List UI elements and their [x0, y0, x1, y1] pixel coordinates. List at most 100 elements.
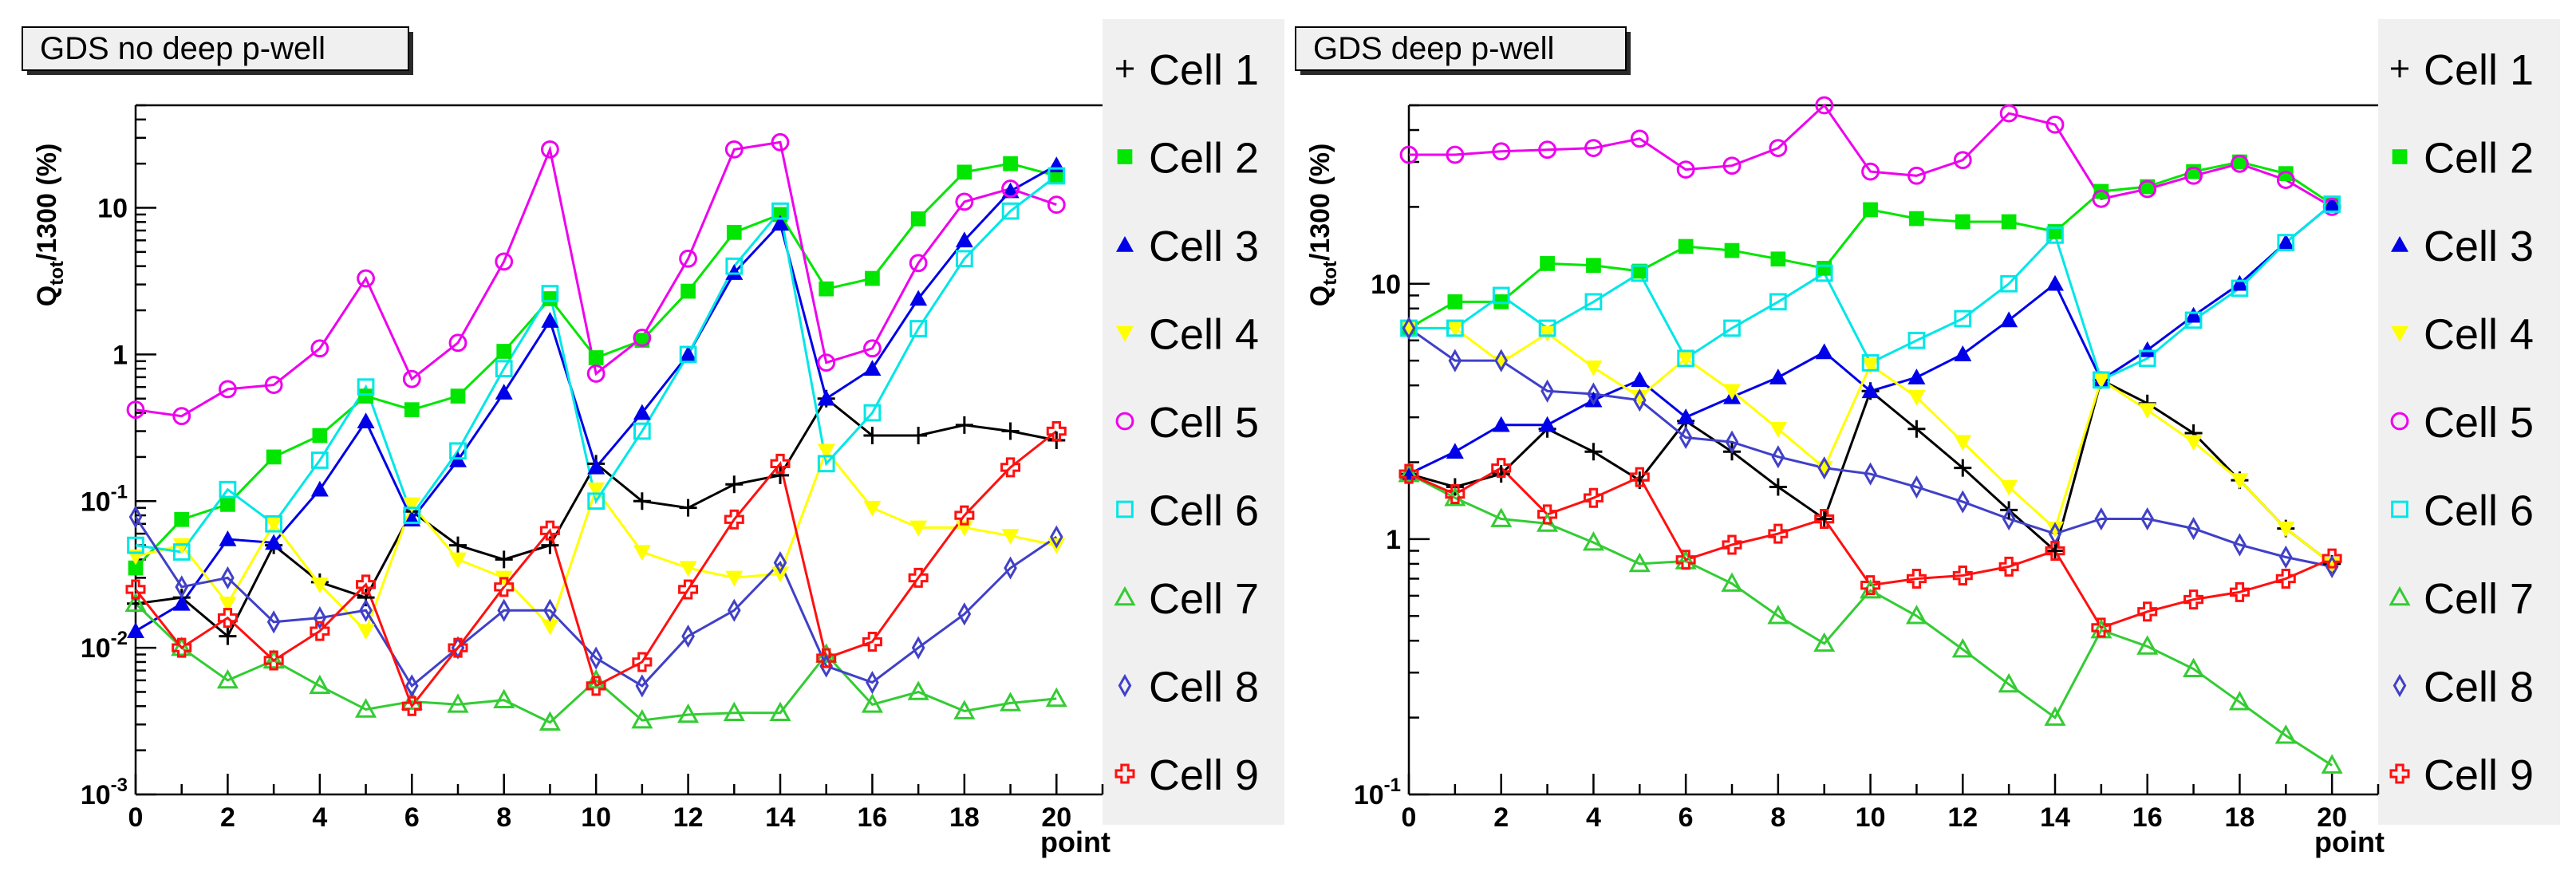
series-line-cell-9: [1408, 466, 2333, 629]
data-point-cell-7: [216, 668, 239, 689]
data-point-cell-4: [1001, 528, 1020, 545]
data-point-cell-6: [357, 378, 375, 396]
data-point-cell-4: [2231, 473, 2249, 490]
data-point-cell-5: [2092, 189, 2111, 208]
data-point-cell-2: [496, 344, 512, 359]
data-point-cell-8: [404, 674, 419, 698]
data-point-cell-3: [357, 412, 375, 429]
data-point-cell-6: [1001, 202, 1020, 220]
data-point-cell-7: [2274, 724, 2297, 744]
data-point-cell-3: [771, 215, 789, 231]
y-axis-title-rest: /1300 (%): [1305, 144, 1335, 261]
data-point-cell-1: [1815, 510, 1833, 528]
data-point-cell-9: [1675, 550, 1696, 570]
data-point-cell-2: [910, 211, 926, 227]
data-point-cell-2: [1955, 214, 1970, 230]
legend-label: Cell 5: [2424, 399, 2534, 447]
data-point-cell-3: [955, 231, 973, 248]
chart-panel-no-deep-p-well: GDS no deep p-well Qtot/1300 (%) 10-310-…: [22, 19, 1284, 858]
data-point-cell-6: [909, 320, 927, 337]
x-tick-label: 4: [312, 802, 327, 833]
data-point-cell-5: [2138, 179, 2157, 199]
legend-marker-cell-8: [1118, 673, 1132, 698]
data-point-cell-5: [1907, 166, 1926, 185]
data-point-cell-2: [819, 281, 834, 297]
data-point-cell-1: [1492, 465, 1510, 483]
chart-title: GDS deep p-well: [1313, 31, 1554, 66]
y-axis-title: Qtot/1300 (%): [32, 144, 68, 307]
data-point-cell-3: [1584, 391, 1603, 408]
legend-label: Cell 8: [1149, 664, 1259, 711]
data-point-cell-4: [2046, 521, 2064, 538]
x-axis-title: point: [2314, 826, 2385, 858]
legend-label: Cell 3: [2424, 223, 2534, 270]
data-point-cell-7: [262, 648, 285, 669]
data-point-cell-4: [541, 619, 559, 636]
data-point-cell-4: [2092, 372, 2110, 389]
data-point-cell-1: [1001, 422, 1020, 440]
data-point-cell-3: [1538, 416, 1556, 432]
legend-label: Cell 4: [2424, 311, 2534, 359]
data-point-cell-5: [1722, 156, 1742, 175]
data-point-cell-3: [1861, 382, 1880, 399]
data-point-cell-6: [2138, 349, 2156, 368]
data-point-cell-3: [2323, 195, 2341, 211]
legend-marker-cell-1: [1116, 60, 1134, 77]
data-point-cell-9: [1952, 566, 1973, 586]
y-axis-title-rest: /1300 (%): [32, 144, 62, 261]
legend-marker-cell-6: [1116, 500, 1134, 518]
data-point-cell-6: [1492, 286, 1510, 305]
data-point-cell-2: [726, 224, 742, 240]
data-point-cell-2: [1586, 258, 1601, 274]
data-point-cell-6: [172, 543, 191, 561]
series-line-cell-8: [134, 516, 1058, 688]
data-point-cell-3: [172, 594, 191, 611]
x-tick-label: 0: [1402, 802, 1417, 833]
data-point-cell-6: [1446, 319, 1464, 337]
data-point-cell-8: [2140, 507, 2155, 531]
series-line-cell-5: [135, 140, 1057, 418]
x-tick-label: 2: [220, 802, 235, 833]
data-point-cell-1: [679, 499, 697, 517]
legend-marker-cell-9: [2389, 763, 2410, 784]
data-point-cell-4: [909, 520, 928, 537]
data-point-cell-9: [2183, 589, 2204, 610]
data-point-cell-8: [1771, 445, 1785, 469]
data-point-cell-2: [1678, 238, 1694, 254]
data-point-cell-2: [128, 560, 144, 576]
data-point-cell-3: [587, 458, 606, 475]
data-point-cell-4: [2277, 521, 2295, 538]
data-point-cell-9: [1046, 421, 1067, 442]
data-point-cell-2: [174, 511, 190, 527]
series-line-cell-2: [1408, 160, 2333, 329]
data-point-cell-4: [1769, 421, 1787, 438]
legend-label: Cell 7: [1149, 575, 1259, 623]
data-point-cell-9: [1583, 487, 1604, 508]
legend-label: Cell 5: [1149, 399, 1259, 447]
data-point-cell-3: [265, 534, 283, 550]
data-point-cell-8: [1632, 388, 1647, 412]
data-point-cell-4: [2000, 479, 2018, 496]
data-point-cell-4: [771, 566, 789, 583]
legend-marker-cell-2: [2392, 149, 2408, 164]
y-tick-label: 1: [1386, 525, 1401, 555]
data-point-cell-3: [1954, 345, 1972, 361]
data-point-cell-9: [1768, 523, 1789, 544]
data-point-cell-8: [1402, 316, 1416, 341]
x-tick-label: 18: [949, 802, 980, 833]
data-point-cell-6: [771, 202, 789, 220]
data-point-cell-4: [1954, 435, 1972, 451]
legend-marker-cell-3: [2391, 236, 2408, 252]
data-point-cell-7: [124, 592, 147, 613]
data-point-cell-9: [1537, 504, 1558, 525]
data-point-cell-3: [679, 345, 697, 362]
data-point-cell-8: [543, 598, 557, 622]
data-point-cell-8: [773, 550, 787, 575]
data-point-cell-9: [724, 509, 744, 530]
legend-marker-cell-7: [2389, 585, 2411, 606]
x-tick-label: 6: [1679, 802, 1694, 833]
data-point-cell-4: [1631, 389, 1649, 406]
data-point-cell-7: [677, 703, 700, 723]
legend-marker-cell-8: [2393, 673, 2407, 698]
data-point-cell-3: [2138, 341, 2156, 357]
